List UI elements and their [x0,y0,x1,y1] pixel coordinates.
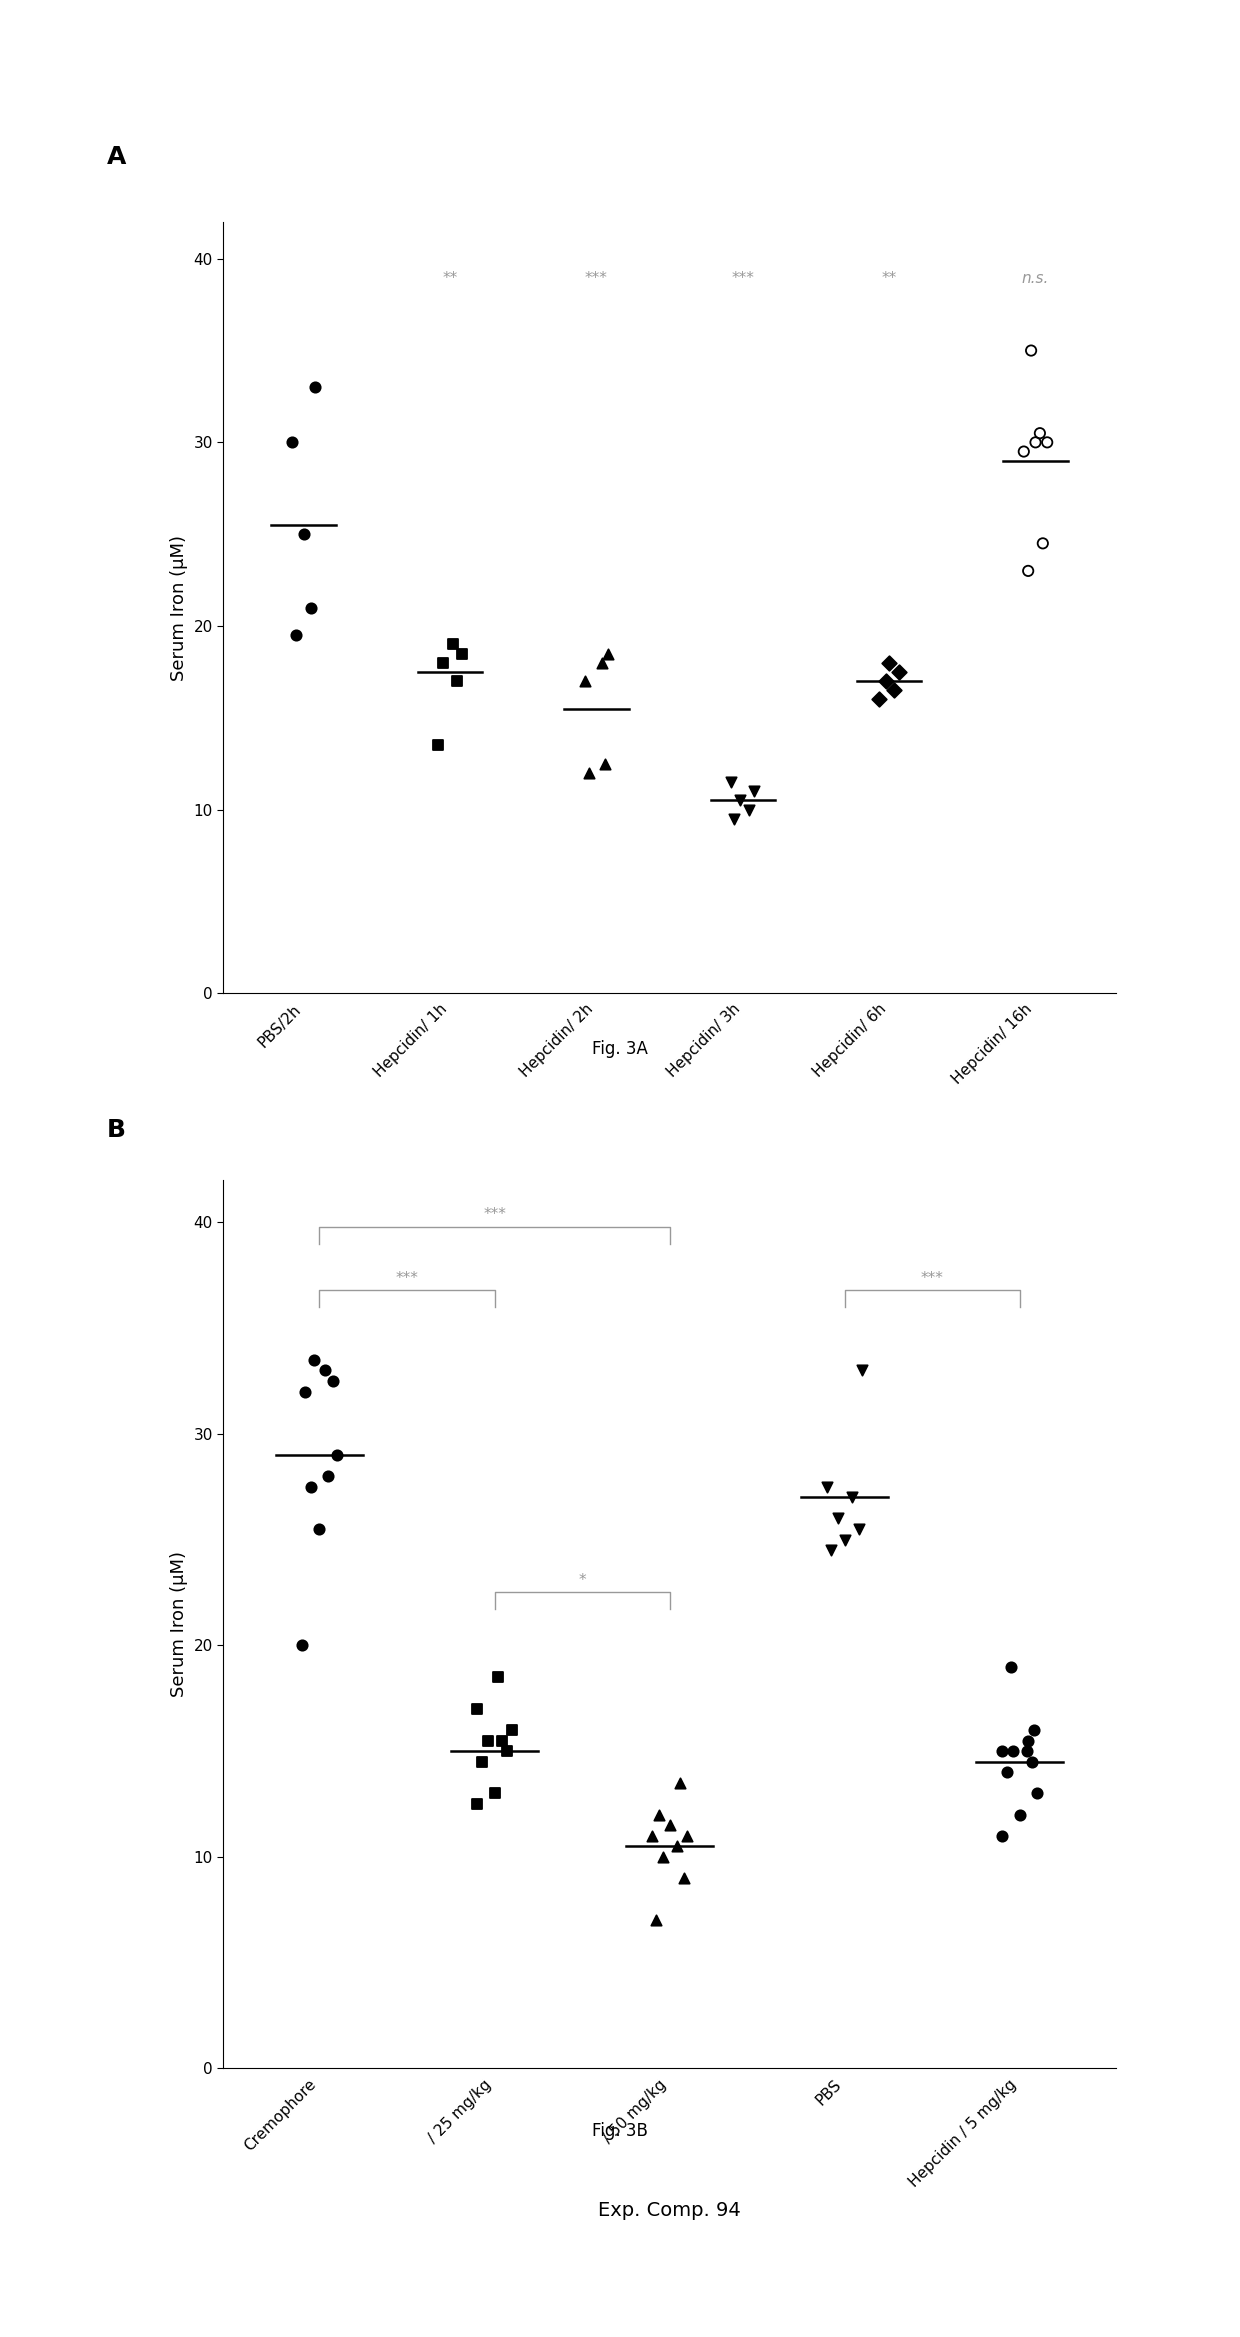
Point [467,1785,487,1823]
Point [869,680,889,717]
Point [295,1372,315,1409]
Point [744,774,764,811]
Point [724,799,744,837]
Text: *: * [578,1573,585,1589]
Point [489,1659,508,1697]
Text: ***: *** [732,271,754,285]
Point [1022,332,1042,369]
Point [451,636,471,673]
Text: ***: *** [484,1208,506,1222]
Point [477,1722,497,1760]
Point [598,636,618,673]
Point [642,1816,662,1853]
Point [304,1341,324,1379]
Point [1024,1711,1044,1748]
Point [992,1732,1012,1769]
Point [286,617,306,654]
Point [722,764,742,802]
Text: **: ** [443,271,458,285]
Point [670,1764,689,1802]
Text: n.s.: n.s. [1022,271,1049,285]
Text: Fig. 3A: Fig. 3A [591,1040,649,1059]
X-axis label: Exp. Comp. 94: Exp. Comp. 94 [598,2201,742,2220]
Point [730,781,750,820]
Point [879,645,899,682]
Point [646,1902,666,1940]
Point [485,1774,505,1811]
Point [315,1351,335,1388]
Point [1022,1743,1042,1781]
Point [677,1816,697,1853]
Point [579,755,599,792]
Point [1030,414,1050,451]
Point [491,1722,511,1760]
Text: B: B [107,1117,126,1143]
Point [1018,552,1038,589]
Point [1038,423,1058,460]
Point [472,1743,492,1781]
Text: ***: *** [921,1271,944,1285]
Point [433,645,453,682]
Point [1003,1732,1023,1769]
Point [305,369,325,407]
Point [595,746,615,783]
Point [1001,1648,1021,1685]
Point [877,661,897,699]
Point [739,790,759,827]
Point [497,1732,517,1769]
Point [429,727,449,764]
Point [852,1351,872,1388]
Point [828,1500,848,1538]
Point [652,1839,672,1877]
Y-axis label: Serum Iron (μM): Serum Iron (μM) [170,1552,187,1697]
Point [1014,432,1034,470]
Point [593,645,613,682]
Point [992,1816,1012,1853]
Point [1027,1774,1047,1811]
Point [660,1807,680,1844]
Point [467,1690,487,1727]
Point [281,423,301,460]
Text: Fig. 3B: Fig. 3B [591,2122,649,2141]
Point [319,1458,339,1496]
Point [327,1437,347,1475]
Point [667,1828,687,1865]
Text: A: A [107,145,126,168]
Point [835,1521,854,1559]
Point [294,516,314,554]
Point [884,671,904,708]
Point [293,1627,312,1664]
Point [1025,423,1045,460]
Point [821,1531,841,1568]
Text: ***: *** [396,1271,418,1285]
Point [1018,1722,1038,1760]
Point [575,661,595,699]
Point [842,1479,862,1517]
Point [443,626,463,664]
Point [673,1860,693,1898]
Text: **: ** [882,271,897,285]
Point [1009,1795,1029,1832]
Point [650,1795,670,1832]
Point [817,1468,837,1505]
Point [310,1510,330,1547]
Point [448,661,467,699]
Point [848,1510,868,1547]
Text: ***: *** [585,271,608,285]
Point [301,589,321,626]
Point [1033,523,1053,561]
Point [301,1468,321,1505]
Y-axis label: Serum Iron (μM): Serum Iron (μM) [170,535,187,680]
Point [889,652,909,692]
Point [1017,1732,1037,1769]
Point [502,1711,522,1748]
Point [997,1753,1017,1790]
Point [324,1362,343,1400]
